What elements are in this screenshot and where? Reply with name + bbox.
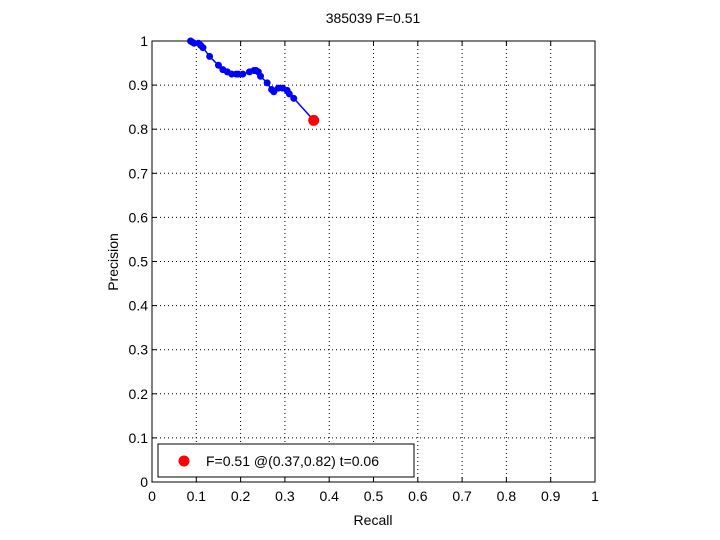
y-tick-label: 0.6 (129, 209, 149, 225)
pr-curve-point (285, 90, 293, 98)
x-tick-label: 0.7 (452, 488, 472, 504)
best-f-point (308, 114, 320, 126)
y-tick-label: 0.7 (129, 165, 149, 181)
legend-label: F=0.51 @(0.37,0.82) t=0.06 (206, 453, 379, 469)
x-tick-label: 0.8 (497, 488, 517, 504)
pr-curve-point (206, 52, 214, 60)
y-tick-label: 0.4 (129, 298, 149, 314)
pr-curve-line (190, 40, 315, 121)
x-tick-label: 0.2 (231, 488, 251, 504)
pr-curve-point (239, 70, 247, 78)
y-tick-label: 0 (140, 474, 148, 490)
pr-curve-point (257, 72, 265, 80)
legend-box (157, 443, 415, 478)
x-tick-label: 0.6 (408, 488, 428, 504)
x-tick-label: 0.5 (364, 488, 384, 504)
x-tick-label: 0.4 (319, 488, 339, 504)
pr-curve-point (199, 44, 207, 52)
pr-curve-point (290, 94, 298, 102)
legend-marker (178, 455, 190, 467)
x-tick-label: 1 (591, 488, 599, 504)
y-tick-label: 1 (140, 33, 148, 49)
x-tick-label: 0.1 (187, 488, 207, 504)
y-tick-label: 0.3 (129, 342, 149, 358)
chart-title: 385039 F=0.51 (326, 10, 421, 26)
pr-curve-point (263, 79, 271, 87)
x-tick-label: 0.3 (275, 488, 295, 504)
y-tick-label: 0.2 (129, 386, 149, 402)
y-tick-label: 0.9 (129, 77, 149, 93)
x-axis-label: Recall (354, 512, 393, 528)
y-tick-label: 0.5 (129, 254, 149, 270)
x-tick-label: 0 (148, 488, 156, 504)
pr-curve-point (214, 61, 222, 69)
y-axis-label: Precision (105, 233, 121, 291)
y-tick-label: 0.1 (129, 430, 149, 446)
x-tick-label: 0.9 (541, 488, 561, 504)
y-tick-label: 0.8 (129, 121, 149, 137)
